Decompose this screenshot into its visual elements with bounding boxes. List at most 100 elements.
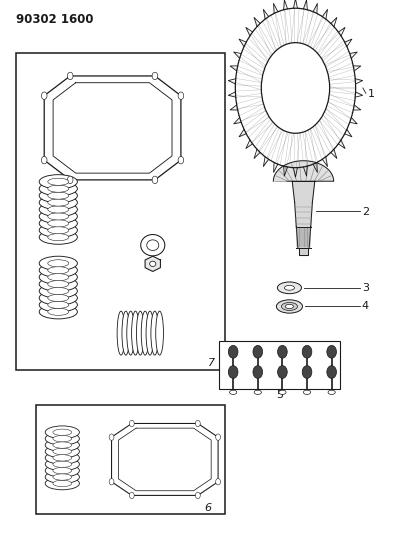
Ellipse shape bbox=[48, 273, 69, 281]
Ellipse shape bbox=[39, 182, 77, 196]
Ellipse shape bbox=[53, 474, 71, 480]
Circle shape bbox=[277, 366, 287, 378]
Ellipse shape bbox=[53, 455, 71, 461]
Ellipse shape bbox=[276, 300, 302, 313]
Circle shape bbox=[252, 345, 262, 358]
Ellipse shape bbox=[39, 203, 77, 216]
Circle shape bbox=[41, 92, 47, 100]
Ellipse shape bbox=[48, 266, 69, 274]
Ellipse shape bbox=[149, 261, 156, 266]
Polygon shape bbox=[145, 256, 160, 271]
Ellipse shape bbox=[126, 311, 134, 355]
Text: 4: 4 bbox=[361, 302, 368, 311]
Circle shape bbox=[67, 72, 73, 79]
Text: 6: 6 bbox=[203, 503, 211, 513]
Text: 7: 7 bbox=[207, 358, 215, 368]
Ellipse shape bbox=[39, 196, 77, 209]
Ellipse shape bbox=[39, 256, 77, 270]
Ellipse shape bbox=[39, 230, 77, 244]
Text: 5: 5 bbox=[275, 390, 282, 400]
Ellipse shape bbox=[45, 432, 79, 445]
Ellipse shape bbox=[53, 480, 71, 487]
Ellipse shape bbox=[48, 192, 69, 199]
Ellipse shape bbox=[48, 220, 69, 227]
Circle shape bbox=[152, 176, 157, 183]
Ellipse shape bbox=[48, 206, 69, 213]
Ellipse shape bbox=[327, 390, 334, 394]
Circle shape bbox=[302, 345, 311, 358]
Text: 2: 2 bbox=[361, 207, 368, 216]
Ellipse shape bbox=[48, 185, 69, 192]
Ellipse shape bbox=[39, 284, 77, 298]
Ellipse shape bbox=[131, 311, 139, 355]
Circle shape bbox=[178, 156, 183, 164]
Ellipse shape bbox=[48, 260, 69, 267]
Bar bbox=[16, 53, 225, 370]
Ellipse shape bbox=[253, 370, 261, 374]
Ellipse shape bbox=[53, 435, 71, 442]
Ellipse shape bbox=[39, 277, 77, 291]
Ellipse shape bbox=[48, 287, 69, 295]
Ellipse shape bbox=[39, 263, 77, 277]
Ellipse shape bbox=[45, 439, 79, 451]
Ellipse shape bbox=[303, 390, 310, 394]
Ellipse shape bbox=[140, 235, 164, 256]
Ellipse shape bbox=[117, 311, 125, 355]
Ellipse shape bbox=[278, 390, 286, 394]
Ellipse shape bbox=[48, 199, 69, 206]
Ellipse shape bbox=[39, 175, 77, 189]
Polygon shape bbox=[299, 248, 307, 255]
Circle shape bbox=[326, 345, 336, 358]
Ellipse shape bbox=[48, 294, 69, 302]
Ellipse shape bbox=[229, 370, 236, 374]
Ellipse shape bbox=[53, 442, 71, 448]
Ellipse shape bbox=[53, 448, 71, 455]
Ellipse shape bbox=[45, 464, 79, 477]
Ellipse shape bbox=[48, 233, 69, 241]
Ellipse shape bbox=[136, 311, 144, 355]
Ellipse shape bbox=[150, 311, 158, 355]
Circle shape bbox=[129, 492, 134, 499]
Ellipse shape bbox=[146, 311, 154, 355]
Circle shape bbox=[252, 366, 262, 378]
Circle shape bbox=[228, 345, 237, 358]
Ellipse shape bbox=[277, 282, 301, 294]
Polygon shape bbox=[273, 161, 333, 181]
Ellipse shape bbox=[122, 311, 130, 355]
Ellipse shape bbox=[229, 390, 236, 394]
Circle shape bbox=[215, 434, 220, 440]
Polygon shape bbox=[296, 227, 310, 248]
Ellipse shape bbox=[53, 429, 71, 435]
Circle shape bbox=[195, 420, 200, 426]
Ellipse shape bbox=[285, 304, 293, 309]
Ellipse shape bbox=[48, 178, 69, 185]
Bar bbox=[36, 405, 225, 514]
Ellipse shape bbox=[45, 477, 79, 490]
Circle shape bbox=[195, 492, 200, 499]
Circle shape bbox=[109, 434, 114, 440]
Ellipse shape bbox=[48, 301, 69, 309]
Ellipse shape bbox=[48, 227, 69, 234]
Text: 1: 1 bbox=[367, 90, 374, 99]
Ellipse shape bbox=[303, 370, 310, 374]
Ellipse shape bbox=[155, 311, 163, 355]
Circle shape bbox=[41, 156, 47, 164]
Circle shape bbox=[129, 420, 134, 426]
Ellipse shape bbox=[48, 280, 69, 288]
Ellipse shape bbox=[39, 189, 77, 203]
Ellipse shape bbox=[45, 445, 79, 458]
Ellipse shape bbox=[39, 298, 77, 312]
Ellipse shape bbox=[45, 471, 79, 483]
Circle shape bbox=[178, 92, 183, 100]
Text: 3: 3 bbox=[361, 283, 368, 293]
Ellipse shape bbox=[146, 240, 158, 251]
Ellipse shape bbox=[39, 216, 77, 230]
Ellipse shape bbox=[253, 390, 261, 394]
Circle shape bbox=[228, 366, 237, 378]
Ellipse shape bbox=[281, 302, 297, 310]
Ellipse shape bbox=[39, 291, 77, 305]
Circle shape bbox=[215, 479, 220, 485]
Bar bbox=[219, 341, 339, 389]
Polygon shape bbox=[294, 203, 312, 227]
Ellipse shape bbox=[45, 426, 79, 439]
